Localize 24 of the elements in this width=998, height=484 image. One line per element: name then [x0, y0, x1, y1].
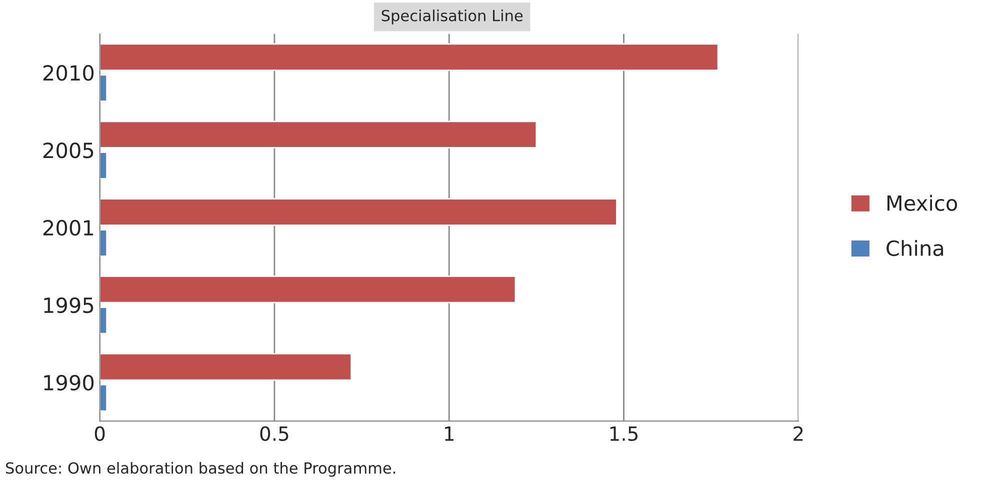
bar [100, 306, 108, 334]
bar [100, 276, 516, 304]
bar [100, 198, 618, 226]
bar [100, 353, 352, 381]
y-tick-label: 1995 [44, 297, 94, 314]
source-note: Source: Own elaboration based on the Programme. [6, 462, 396, 477]
bar [100, 229, 108, 257]
bar [100, 43, 719, 71]
bar [100, 384, 108, 412]
legend-label: Mexico [887, 194, 958, 211]
bar [100, 74, 108, 102]
x-tick-label: 0 [94, 426, 105, 441]
legend-label: China [886, 240, 944, 256]
y-tick-label: 2005 [43, 142, 94, 158]
chart-title: Specialisation Line [382, 10, 523, 24]
y-tick-label: 2010 [43, 65, 94, 81]
x-tick-label: 2 [794, 426, 803, 441]
y-tick-label: 2001 [43, 220, 94, 236]
x-tick-label: 1.5 [610, 426, 638, 441]
bar [100, 152, 108, 180]
bar [100, 120, 538, 148]
x-tick-label: 1 [445, 426, 454, 441]
x-tick-label: 0.5 [260, 426, 288, 441]
y-tick-label: 1990 [44, 374, 94, 391]
